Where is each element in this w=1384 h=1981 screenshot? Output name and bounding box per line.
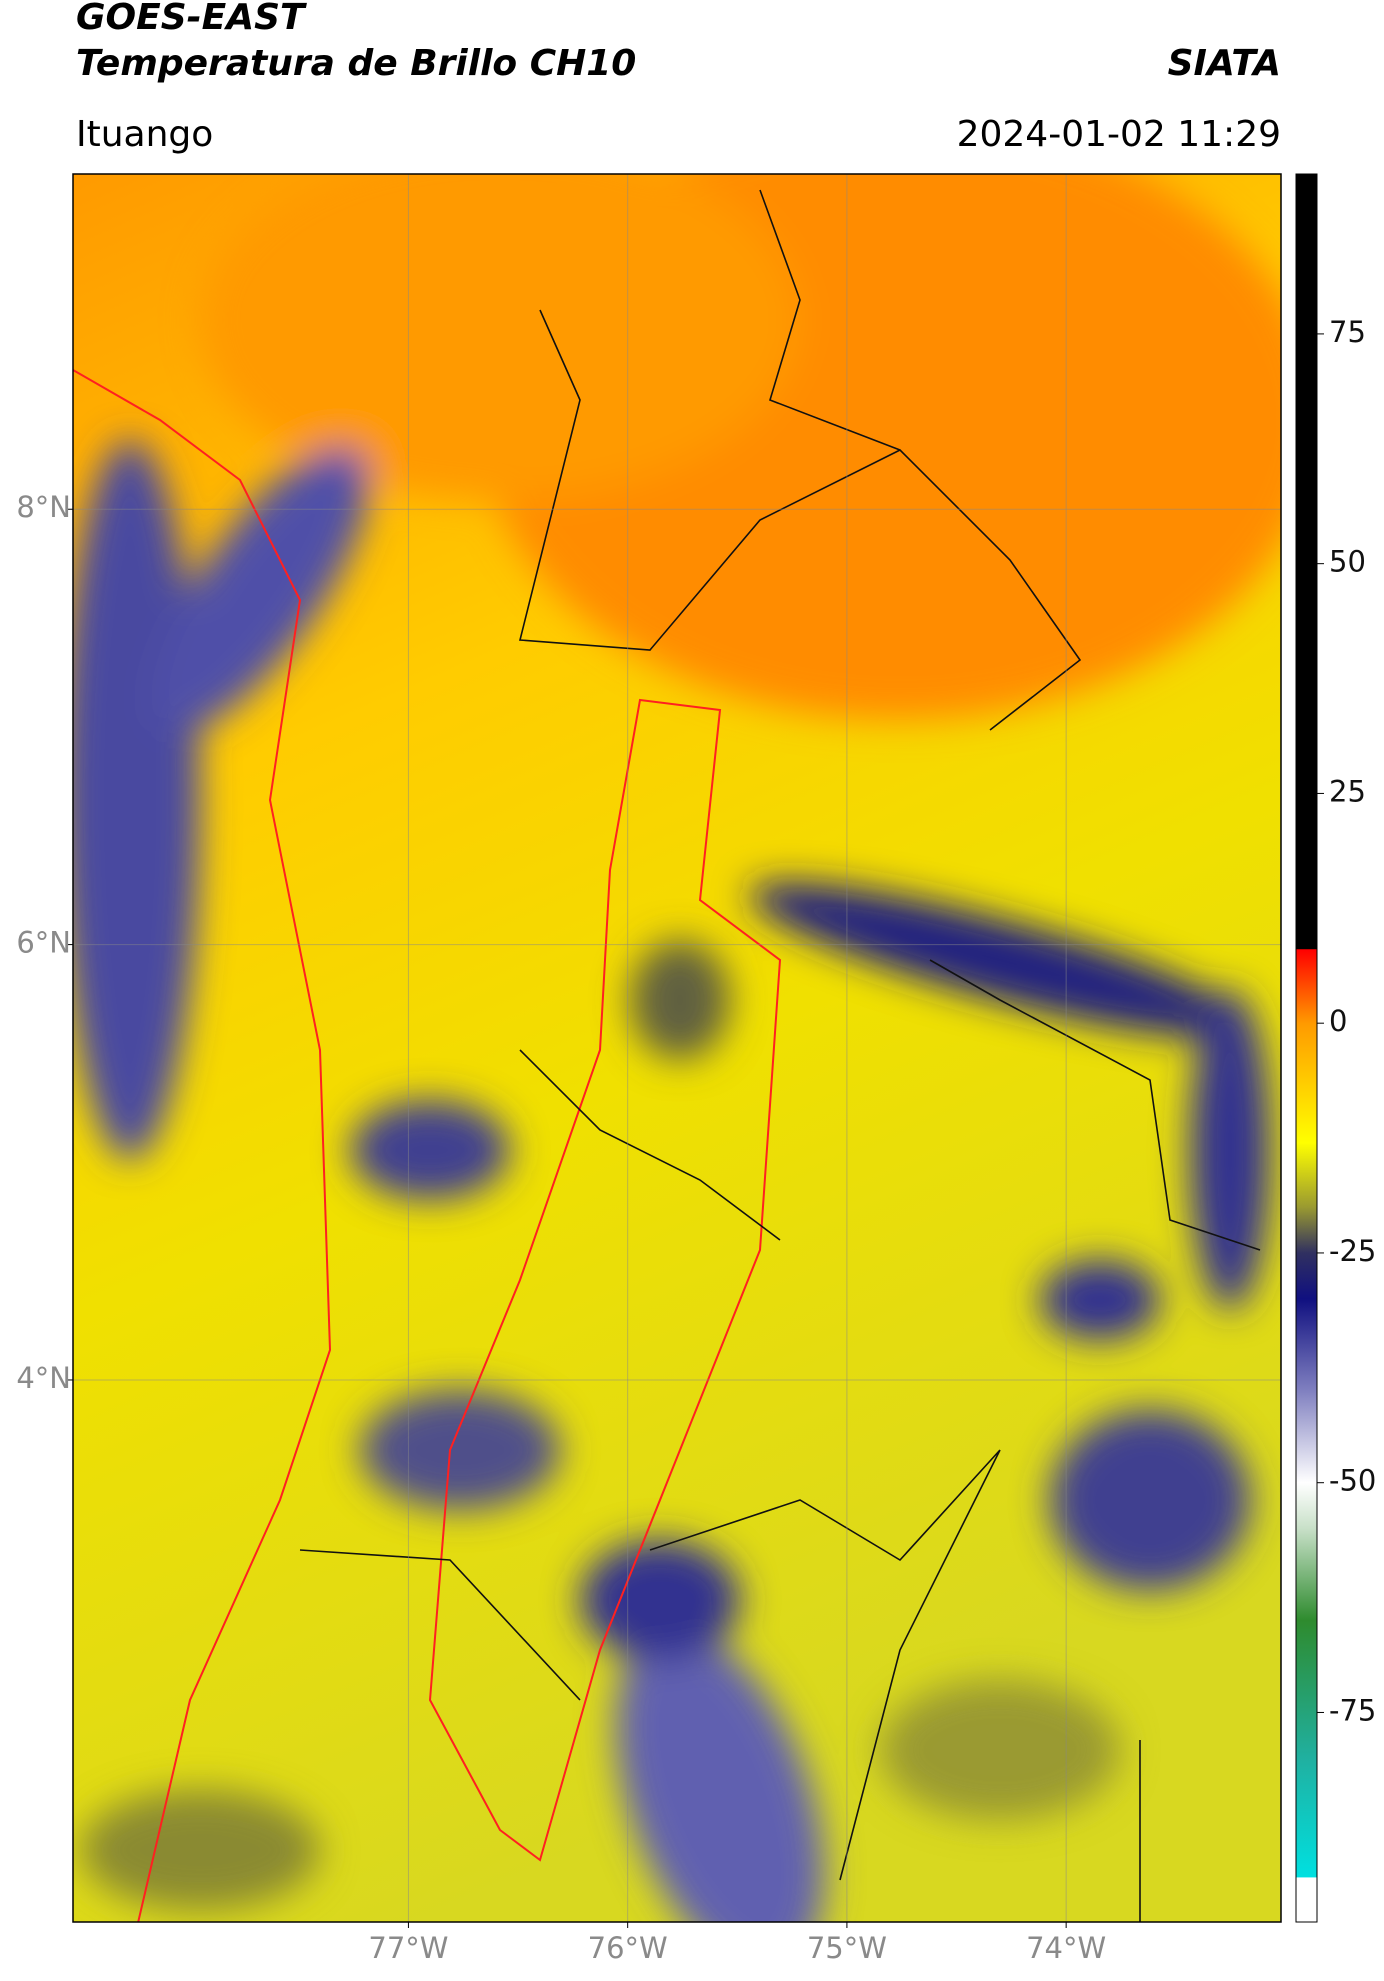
colorbar-tick-label: -50 [1329, 1464, 1376, 1498]
timestamp: 2024-01-02 11:29 [957, 114, 1281, 155]
colorbar-tick-label: -75 [1329, 1693, 1376, 1727]
x-tick-label: 75°W [807, 1931, 887, 1965]
colorbar-tick-label: 50 [1329, 545, 1366, 579]
colorbar-tick-label: 25 [1329, 774, 1366, 808]
map-frame [72, 173, 1282, 1923]
x-tick-label: 77°W [368, 1931, 448, 1965]
y-tick-label: 8°N [16, 490, 71, 524]
source: SIATA [1168, 43, 1281, 84]
x-tick-label: 74°W [1026, 1931, 1106, 1965]
title: GOES-EAST [76, 0, 307, 38]
colorbar [1295, 173, 1318, 1923]
x-tick-label: 76°W [588, 1931, 668, 1965]
colorbar-tick-label: 0 [1329, 1004, 1347, 1038]
y-tick-label: 4°N [16, 1361, 71, 1395]
colorbar-tick-label: -25 [1329, 1234, 1376, 1268]
y-tick-label: 6°N [16, 926, 71, 960]
subtitle: Temperatura de Brillo CH10 [76, 43, 636, 84]
colorbar-tick-label: 75 [1329, 315, 1366, 349]
satellite-image [73, 174, 1281, 1922]
region: Ituango [76, 114, 213, 155]
